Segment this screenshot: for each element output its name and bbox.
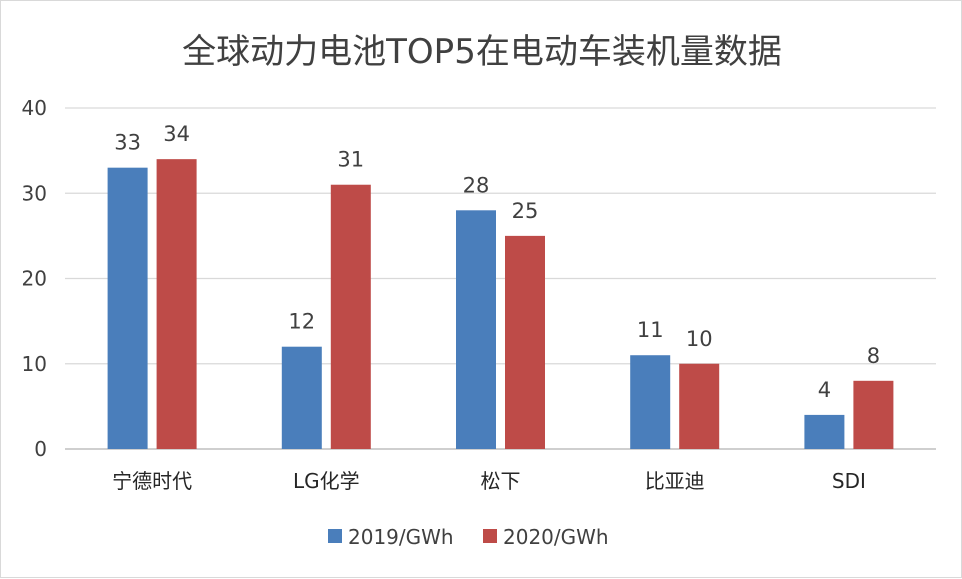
category-label: 比亚迪 — [645, 469, 705, 493]
data-label: 4 — [818, 378, 831, 402]
legend-label: 2020/GWh — [503, 525, 609, 549]
category-label: 宁德时代 — [112, 469, 192, 493]
legend-swatch — [483, 529, 497, 543]
bar — [505, 235, 545, 449]
category-label: SDI — [832, 469, 866, 493]
bar — [630, 355, 671, 449]
data-label: 12 — [288, 310, 315, 334]
y-tick-label: 30 — [22, 181, 47, 205]
bars — [107, 159, 894, 450]
data-label: 31 — [337, 148, 364, 172]
data-label: 33 — [114, 131, 141, 155]
data-label: 10 — [686, 327, 713, 351]
chart-title: 全球动力电池TOP5在电动车装机量数据 — [182, 32, 782, 72]
bar — [456, 210, 496, 449]
legend: 2019/GWh 2020/GWh — [328, 525, 609, 549]
bar — [156, 159, 197, 449]
data-label: 8 — [867, 344, 880, 368]
category-label: 松下 — [481, 469, 521, 493]
x-axis-labels: 宁德时代 LG化学 松下 比亚迪 SDI — [112, 469, 866, 493]
y-tick-label: 40 — [22, 96, 47, 120]
y-tick-label: 20 — [22, 267, 47, 291]
category-label: LG化学 — [293, 469, 360, 493]
data-label: 34 — [163, 122, 190, 146]
y-tick-label: 0 — [34, 437, 47, 461]
y-axis-ticks: 0 10 20 30 40 — [22, 96, 47, 461]
bar — [281, 346, 322, 449]
data-label: 28 — [463, 173, 490, 197]
bar — [107, 167, 148, 450]
gridlines — [65, 107, 936, 450]
legend-swatch — [328, 529, 342, 543]
data-label: 25 — [512, 199, 539, 223]
bar — [679, 363, 720, 449]
data-labels: 33 34 12 31 28 25 11 10 4 8 — [114, 122, 880, 402]
data-label: 11 — [637, 318, 664, 342]
bar — [804, 414, 845, 449]
bar — [330, 184, 371, 449]
bar — [853, 380, 894, 449]
y-tick-label: 10 — [22, 352, 47, 376]
legend-label: 2019/GWh — [348, 525, 454, 549]
